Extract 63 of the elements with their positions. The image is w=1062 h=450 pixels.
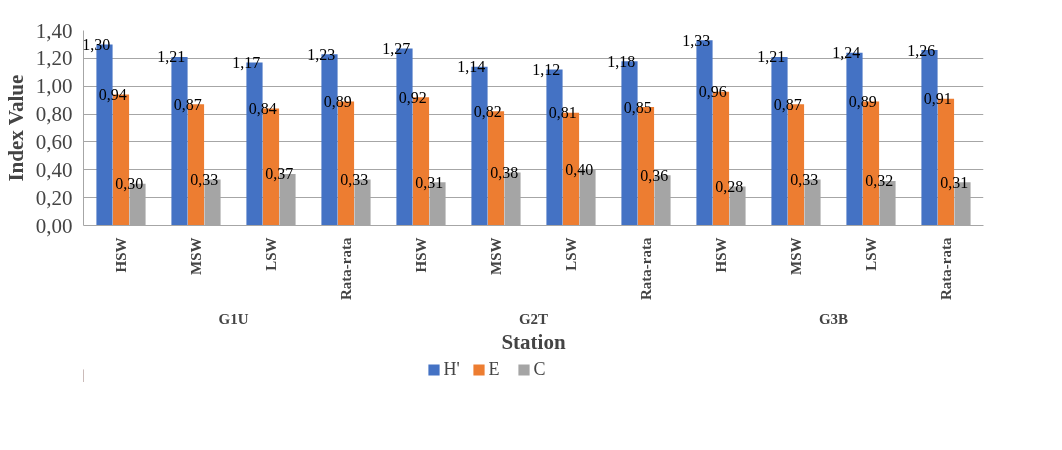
data-label: 1,18 — [607, 52, 636, 70]
x-tick-label: MSW — [188, 237, 204, 275]
data-label: 1,26 — [907, 41, 936, 59]
legend-label: C — [533, 358, 547, 380]
y-tick-label: 1,40 — [35, 18, 73, 43]
data-label: 1,23 — [307, 45, 336, 63]
data-label: 0,33 — [190, 171, 219, 189]
data-label: 0,28 — [715, 178, 744, 195]
data-label: 1,12 — [532, 61, 561, 78]
data-label: 0,87 — [173, 95, 202, 113]
data-label: 0,31 — [415, 173, 444, 191]
x-tick-label: Rata-rata — [638, 237, 654, 300]
data-label: 1,30 — [82, 35, 111, 53]
data-label: 0,30 — [115, 175, 144, 193]
data-label: 0,31 — [940, 173, 969, 191]
data-label: 0,96 — [698, 83, 727, 101]
data-label: 1,27 — [382, 40, 411, 58]
x-tick-label: Rata-rata — [938, 237, 954, 300]
x-tick-label: LSW — [563, 237, 579, 271]
x-tick-label: HSW — [713, 237, 729, 273]
y-tick-label: 1,00 — [35, 74, 73, 99]
x-tick-label: MSW — [488, 237, 504, 275]
data-label: 0,87 — [773, 95, 802, 113]
y-tick-label: 0,00 — [35, 213, 73, 238]
data-label: 0,38 — [490, 164, 519, 182]
y-tick-label: 0,80 — [35, 102, 73, 127]
data-label: 0,84 — [248, 100, 277, 117]
legend-label: E — [488, 358, 501, 380]
data-label: 0,36 — [640, 166, 669, 184]
y-axis-title: Index Value — [3, 74, 28, 182]
x-tick-label: MSW — [788, 237, 804, 275]
y-tick-label: 0,60 — [35, 129, 73, 154]
y-tick-label: 0,40 — [35, 157, 73, 182]
data-label: 0,82 — [473, 102, 502, 120]
data-label: 1,33 — [682, 31, 711, 49]
x-tick-label: HSW — [113, 237, 129, 273]
data-label: 0,37 — [265, 165, 294, 183]
data-label: 0,92 — [398, 88, 427, 106]
x-tick-label: Rata-rata — [338, 237, 354, 300]
data-label: 0,89 — [323, 93, 352, 111]
data-label: 0,91 — [923, 90, 952, 108]
data-label: 1,14 — [457, 58, 486, 76]
x-tick-label: LSW — [863, 237, 879, 271]
x-tick-label: HSW — [413, 237, 429, 273]
x-tick-label: LSW — [263, 237, 279, 271]
data-label: 1,21 — [757, 48, 786, 66]
data-label: 0,81 — [548, 104, 577, 122]
y-tick-label: 0,20 — [35, 185, 73, 210]
legend-label: H' — [443, 358, 461, 380]
text: G1U — [218, 310, 249, 327]
x-axis-title: Station — [501, 329, 566, 354]
data-label: 1,17 — [232, 54, 261, 72]
data-label: 0,33 — [790, 171, 819, 189]
data-label: 0,33 — [340, 171, 369, 189]
text: G3B — [818, 310, 849, 327]
data-label: 0,94 — [98, 86, 127, 104]
data-label: 0,32 — [865, 172, 894, 190]
y-tick-label: 1,20 — [35, 46, 73, 71]
data-label: 0,89 — [848, 93, 877, 111]
data-label: 1,24 — [832, 44, 861, 62]
text: G2T — [518, 310, 549, 327]
data-label: 0,40 — [565, 161, 594, 179]
data-label: 1,21 — [157, 48, 186, 66]
